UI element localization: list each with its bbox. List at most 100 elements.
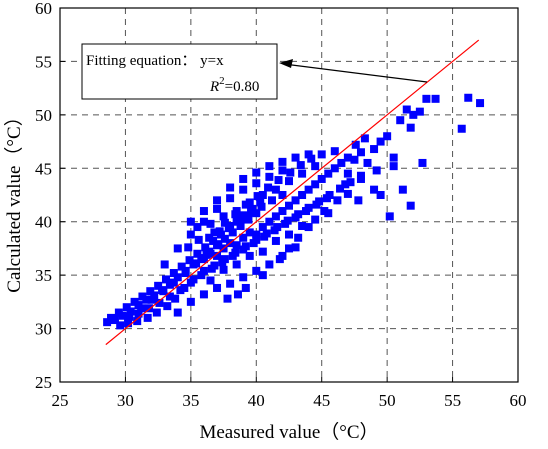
data-point [258, 191, 267, 199]
data-point [215, 227, 224, 236]
data-point [311, 180, 320, 189]
data-point [134, 309, 143, 318]
data-point [418, 158, 427, 167]
data-point [291, 153, 300, 162]
data-point [271, 236, 280, 245]
data-point [351, 140, 360, 149]
data-point [286, 168, 295, 177]
y-tick-label: 50 [35, 106, 52, 125]
data-point [383, 132, 392, 141]
data-point [311, 162, 320, 171]
data-point [431, 94, 440, 103]
data-point [232, 260, 241, 269]
data-point [396, 116, 405, 125]
data-point [350, 155, 359, 164]
data-point [354, 196, 363, 205]
data-point [258, 247, 267, 256]
data-point [360, 134, 369, 143]
data-point [262, 229, 271, 238]
data-point [126, 307, 135, 316]
data-point [103, 318, 112, 327]
data-point [186, 217, 195, 226]
annotation-r-symbol: R [209, 79, 219, 95]
x-tick-labels: 25 30 35 40 45 50 55 60 [52, 391, 527, 410]
data-point [244, 215, 253, 224]
data-point [376, 191, 385, 199]
x-tick-label: 30 [117, 391, 134, 410]
data-point [173, 273, 182, 282]
axis-ticks [59, 7, 519, 383]
data-point [160, 260, 169, 269]
data-point [247, 208, 256, 217]
data-point [193, 223, 202, 232]
data-point [324, 169, 333, 178]
data-point [213, 251, 222, 260]
x-tick-label: 40 [248, 391, 265, 410]
data-point [239, 233, 248, 242]
data-point [285, 244, 293, 253]
data-point [150, 291, 159, 300]
data-point [278, 207, 287, 216]
data-point [422, 94, 431, 103]
data-point [252, 209, 261, 218]
data-point [152, 308, 161, 317]
data-point [205, 233, 214, 242]
y-tick-label: 60 [35, 0, 52, 18]
data-point [257, 202, 266, 211]
data-point [142, 295, 151, 304]
data-point [278, 157, 287, 166]
data-point [285, 230, 293, 239]
data-point [185, 256, 194, 265]
x-tick-label: 60 [510, 391, 527, 410]
x-tick-label: 55 [444, 391, 461, 410]
data-point [406, 123, 415, 132]
data-point [476, 99, 485, 108]
data-point [189, 275, 198, 284]
data-point [265, 172, 274, 181]
data-point [219, 265, 228, 274]
data-point [389, 153, 398, 162]
data-point [181, 269, 190, 278]
data-point [169, 269, 178, 278]
data-point [226, 194, 235, 203]
data-point [226, 183, 235, 192]
data-point [169, 278, 178, 287]
data-point [192, 259, 201, 268]
data-point [202, 250, 211, 259]
y-tick-label: 30 [35, 320, 52, 339]
data-point [273, 223, 282, 232]
data-point [201, 243, 210, 252]
data-point [220, 255, 229, 264]
data-point [163, 302, 172, 311]
data-point [193, 249, 202, 258]
data-point [370, 145, 379, 154]
data-point [252, 266, 261, 275]
data-point [304, 185, 313, 194]
data-point [199, 255, 208, 264]
data-point [125, 312, 134, 321]
data-point [330, 147, 339, 156]
x-tick-label: 35 [182, 391, 199, 410]
data-point [343, 153, 352, 162]
data-point [232, 241, 241, 250]
x-axis-title: Measured value（°C） [199, 421, 378, 443]
x-tick-label: 25 [52, 391, 69, 410]
data-point [223, 294, 232, 303]
data-point [186, 230, 195, 239]
data-point [147, 295, 156, 304]
data-point [245, 228, 254, 237]
y-tick-label: 35 [35, 266, 52, 285]
data-point [324, 209, 333, 218]
data-point [278, 166, 287, 175]
data-point [256, 198, 265, 207]
data-point [385, 212, 394, 221]
data-point [341, 180, 350, 189]
data-point [199, 207, 208, 216]
data-point [231, 210, 240, 219]
data-point [333, 196, 342, 205]
data-point [317, 174, 326, 183]
y-tick-label: 45 [35, 159, 52, 178]
data-point [220, 234, 229, 243]
data-point [283, 216, 292, 225]
